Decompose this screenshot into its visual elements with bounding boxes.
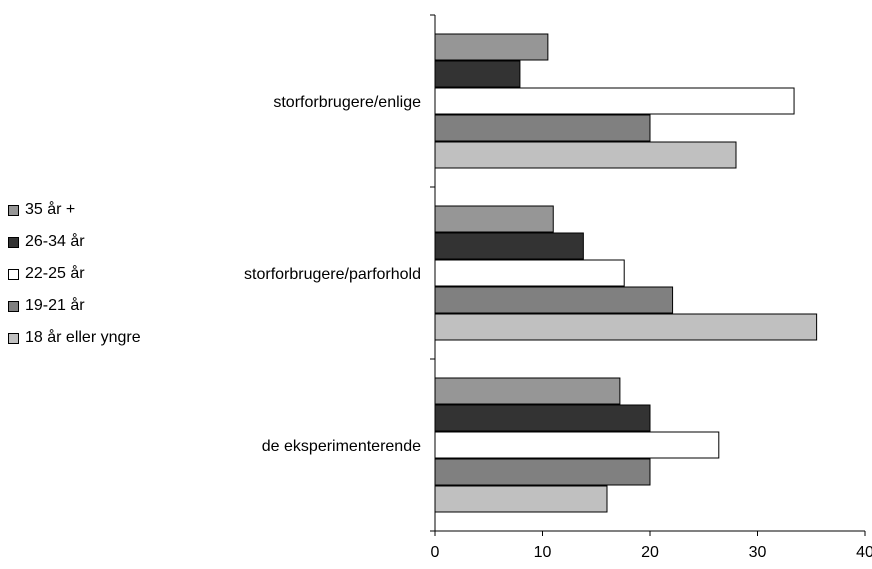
bar — [434, 377, 621, 405]
x-tick-label: 30 — [749, 544, 767, 561]
bar — [434, 60, 521, 88]
bar — [434, 485, 608, 513]
legend-item: 18 år eller yngre — [8, 326, 141, 350]
x-tick-label: 0 — [431, 544, 440, 561]
legend-swatch — [8, 300, 19, 312]
category-label: storforbrugere/enlige — [273, 94, 421, 111]
category-label: de eksperimenterende — [262, 438, 421, 455]
y-ticks — [430, 14, 435, 532]
legend-item: 35 år + — [8, 198, 141, 222]
legend-item: 19-21 år — [8, 294, 141, 318]
x-tick-label: 10 — [534, 544, 552, 561]
bar — [434, 259, 625, 287]
legend-label: 26-34 år — [25, 233, 85, 250]
legend: 35 år + 26-34 år 22-25 år 19-21 år 18 år ell… — [8, 198, 141, 358]
bar — [434, 458, 651, 486]
legend-item: 26-34 år — [8, 230, 141, 254]
legend-swatch — [8, 332, 19, 344]
bar — [434, 232, 584, 260]
category-labels: storforbrugere/enlige storforbrugere/parf… — [244, 94, 421, 455]
bar — [434, 286, 674, 314]
bar — [434, 205, 554, 233]
bar — [434, 431, 720, 459]
legend-label: 22-25 år — [25, 265, 85, 282]
legend-label: 19-21 år — [25, 297, 85, 314]
legend-swatch — [8, 268, 19, 280]
bar — [434, 313, 818, 341]
bar — [434, 33, 549, 61]
legend-swatch — [8, 204, 19, 216]
legend-item: 22-25 år — [8, 262, 141, 286]
x-tick-label: 20 — [641, 544, 659, 561]
bar — [434, 114, 651, 142]
bar-group — [434, 33, 818, 513]
bar — [434, 141, 737, 169]
bar — [434, 87, 795, 115]
legend-swatch — [8, 236, 19, 248]
bar — [434, 404, 651, 432]
x-tick-label: 40 — [856, 544, 872, 561]
category-label: storforbrugere/parforhold — [244, 266, 421, 283]
legend-label: 18 år eller yngre — [25, 329, 141, 346]
legend-label: 35 år + — [25, 201, 76, 218]
x-ticks: 0 10 20 30 40 — [431, 531, 872, 561]
